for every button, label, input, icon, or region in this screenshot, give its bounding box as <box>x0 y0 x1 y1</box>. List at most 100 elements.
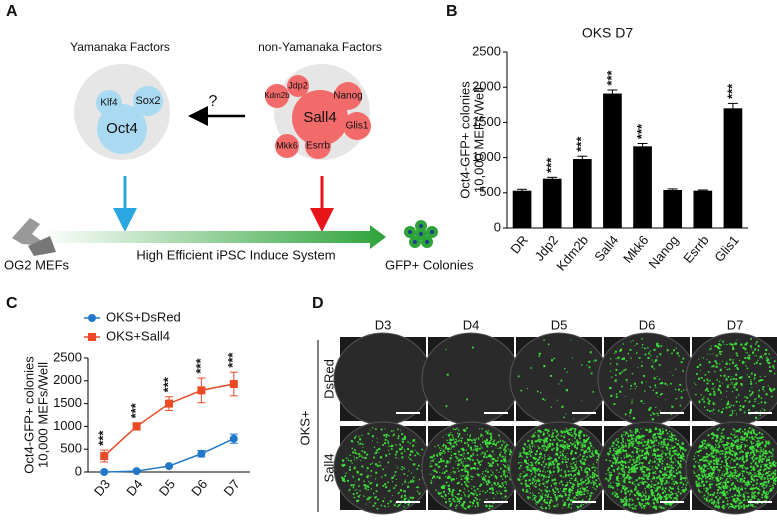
x-tick-label: D7 <box>221 476 243 498</box>
row-label: DsRed <box>321 359 336 399</box>
y-axis-label: Oct4-GFP+ colonies <box>21 356 36 474</box>
column-label: D7 <box>727 317 744 332</box>
factor-label: Sall4 <box>303 109 336 126</box>
factor-label: Kdm2b <box>264 91 290 100</box>
diagram-label: High Efficient iPSC Induce System <box>136 247 335 262</box>
error-bar <box>727 102 738 114</box>
well <box>333 332 433 426</box>
panel-label: B <box>446 3 458 20</box>
y-tick-label: 2000 <box>53 372 82 387</box>
marker <box>165 462 173 471</box>
column-label: D5 <box>551 317 568 332</box>
marker <box>229 379 238 388</box>
factor <box>275 134 299 158</box>
question: ? <box>209 93 218 110</box>
x-tick-label: Glis1 <box>711 232 742 264</box>
column-label: D6 <box>639 317 656 332</box>
significance: *** <box>634 123 649 139</box>
factor-label: Sox2 <box>135 95 160 107</box>
marker <box>197 449 206 458</box>
colony-icon <box>404 220 438 248</box>
y-tick-label: 2500 <box>472 43 501 58</box>
significance: *** <box>544 157 559 173</box>
significance: *** <box>574 136 589 152</box>
arrow <box>40 225 386 249</box>
marker <box>100 468 109 476</box>
significance: *** <box>193 358 208 374</box>
significance: *** <box>225 352 240 368</box>
colonies <box>694 338 776 419</box>
x-tick-label: D6 <box>188 476 210 498</box>
factor-label: Glis1 <box>346 121 369 132</box>
bar <box>693 190 713 228</box>
panel-label: D <box>312 295 324 312</box>
diagram-label: OG2 MEFs <box>4 257 70 272</box>
significance: *** <box>604 69 619 85</box>
y-tick-label: 0 <box>494 219 501 234</box>
factor <box>292 90 348 146</box>
well <box>333 421 433 515</box>
x-tick-label: D5 <box>156 476 178 498</box>
bar <box>572 159 592 228</box>
panel-d: D3 D4 D5 D6 D7 DsRed Sall4 OKS+ <box>297 317 777 515</box>
column-label: D3 <box>375 317 392 332</box>
series-line <box>103 383 234 457</box>
factor-label: Jdp2 <box>288 80 308 90</box>
factor-label: Esrrb <box>306 141 330 152</box>
cell-icon <box>28 236 56 256</box>
factor <box>265 84 289 108</box>
panel-labels: A B C D <box>6 3 458 312</box>
well <box>509 332 609 426</box>
bar <box>633 146 652 228</box>
bar <box>723 108 743 228</box>
chart-title: OKS D7 <box>582 25 634 41</box>
factor <box>133 86 163 116</box>
factor-label: Mkk6 <box>276 140 298 150</box>
x-tick-label: Sall4 <box>591 232 621 264</box>
marker <box>132 467 141 476</box>
error-bar <box>547 176 558 181</box>
factor-label: Oct4 <box>106 120 138 137</box>
marker <box>165 399 173 408</box>
panel-label: A <box>6 3 18 20</box>
y-tick-label: 1000 <box>53 418 82 433</box>
legend-marker <box>88 333 96 341</box>
cell-icon <box>12 218 48 246</box>
legend-marker <box>88 314 96 322</box>
diagram-title: non-Yamanaka Factors <box>258 40 382 54</box>
error-bar <box>517 188 528 193</box>
y-tick-label: 0 <box>75 463 82 478</box>
marker <box>132 422 141 431</box>
x-tick-label: DR <box>507 232 531 256</box>
y-tick-label: 1000 <box>472 149 501 164</box>
panel-a: Yamanaka Factors non-Yamanaka Factors Kl… <box>4 40 474 272</box>
y-tick-label: 2000 <box>472 79 501 94</box>
diagram-title: Yamanaka Factors <box>70 40 170 54</box>
colonies <box>605 427 690 510</box>
factor <box>97 104 147 154</box>
x-tick-label: D4 <box>123 476 145 498</box>
y-tick-label: 500 <box>479 184 501 199</box>
legend-label: OKS+DsRed <box>106 309 181 324</box>
marker <box>229 434 238 443</box>
y-tick-label: 1500 <box>472 114 501 129</box>
row-label: Sall4 <box>321 454 336 483</box>
group-label: OKS+ <box>297 410 312 445</box>
factor-label: Nanog <box>333 91 362 102</box>
bar <box>542 178 562 228</box>
error-bar <box>667 188 678 192</box>
y-axis-label: 10,000 MEFs/Well <box>471 87 486 193</box>
error-bar <box>607 89 618 98</box>
marker <box>197 386 206 395</box>
bar <box>603 93 622 228</box>
x-tick-label: Nanog <box>646 232 682 271</box>
factor <box>287 75 309 97</box>
y-tick-label: 2500 <box>53 349 82 364</box>
error-bar <box>697 189 708 192</box>
colonies <box>517 427 602 510</box>
significance: *** <box>160 376 175 392</box>
colonies <box>429 427 514 510</box>
y-axis-label: 10,000 MEFs/Well <box>35 362 50 468</box>
y-tick-label: 500 <box>60 441 82 456</box>
diagram-label: GFP+ Colonies <box>385 257 474 272</box>
